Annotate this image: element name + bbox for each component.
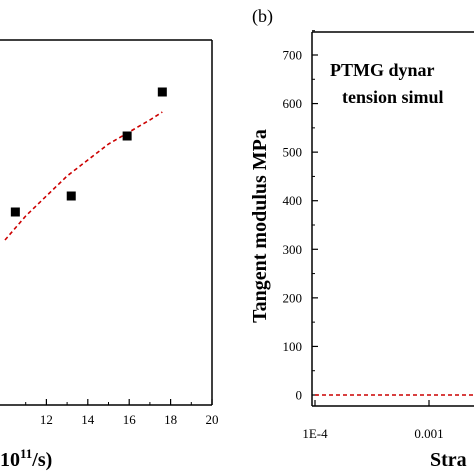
panel-b-y-axis-label: Tangent modulus MPa: [249, 129, 271, 323]
panel-b-y-tick-label: 200: [283, 290, 303, 305]
panel-a-x-axis-label-sup: 11: [20, 446, 32, 461]
panel-b-x-tick-label: 1E-4: [302, 426, 328, 441]
panel-b-x-axis-label: Stra: [430, 449, 467, 471]
panel-b-label: (b): [252, 6, 273, 27]
panel-a-data-point: [10, 207, 20, 217]
panel-a-x-axis-label: 1011/s): [0, 446, 52, 471]
panel-a-x-tick-label: 18: [164, 412, 177, 427]
panel-b-y-tick-label: 100: [283, 339, 303, 354]
panel-a-fit-line: [4, 111, 163, 241]
panel-b-annotation-line2: tension simul: [342, 87, 444, 107]
panel-b-y-tick-label: 600: [283, 96, 303, 111]
panel-b-y-tick-label: 700: [283, 48, 303, 63]
panel-a-data-point: [66, 191, 76, 201]
panel-a-x-ticks: 12 14 16 18 20: [25, 399, 219, 427]
panel-a-data-point: [122, 131, 132, 141]
panel-a-points: [10, 87, 167, 217]
panel-b-y-tick-label: 0: [296, 388, 303, 403]
panel-a-x-axis-label-base: 10: [0, 449, 20, 471]
panel-b-y-tick-label: 500: [283, 145, 303, 160]
panel-a-x-tick-label: 14: [81, 412, 95, 427]
panel-b-y-tick-label: 300: [283, 242, 303, 257]
panel-b-x-tick-label: 0.001: [414, 426, 443, 441]
panel-a: 12 14 16 18 20 1011/s): [0, 39, 219, 471]
panel-a-x-tick-label: 12: [40, 412, 53, 427]
panel-a-x-tick-label: 16: [123, 412, 137, 427]
panel-b-y-ticks: 0 100 200 300 400 500 600 700: [283, 30, 318, 403]
panel-b-annotation-line1: PTMG dynar: [330, 60, 435, 80]
panel-b-y-tick-label: 400: [283, 193, 303, 208]
panel-a-x-tick-label: 20: [206, 412, 219, 427]
panel-b-x-ticks: 1E-40.0010.0: [302, 400, 444, 441]
panel-a-data-point: [157, 87, 167, 97]
panel-a-x-axis-label-end: /s): [31, 449, 52, 471]
